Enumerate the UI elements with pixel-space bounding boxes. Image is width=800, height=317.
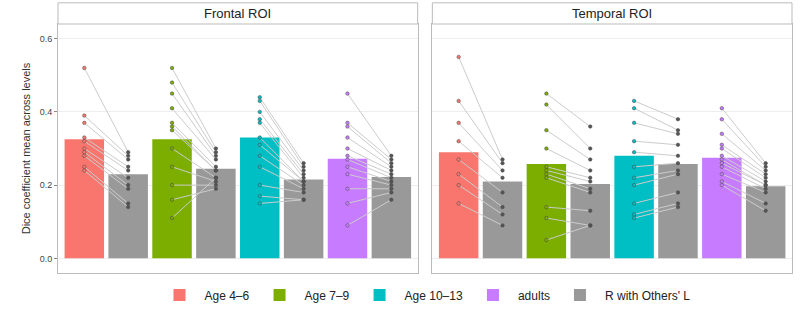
svg-text:adults: adults	[518, 289, 550, 303]
svg-text:0.0: 0.0	[40, 254, 53, 264]
svg-text:Age 7–9: Age 7–9	[305, 289, 350, 303]
svg-text:Frontal ROI: Frontal ROI	[204, 6, 271, 21]
svg-text:Dice coefficient mean across l: Dice coefficient mean across levels	[20, 62, 32, 234]
svg-text:Age 10–13: Age 10–13	[405, 289, 463, 303]
svg-text:0.4: 0.4	[40, 107, 53, 117]
svg-text:0.2: 0.2	[40, 180, 53, 190]
svg-text:Age 4–6: Age 4–6	[205, 289, 250, 303]
svg-text:0.6: 0.6	[40, 34, 53, 44]
svg-text:Temporal ROI: Temporal ROI	[572, 6, 652, 21]
svg-text:R with Others' L: R with Others' L	[605, 289, 690, 303]
